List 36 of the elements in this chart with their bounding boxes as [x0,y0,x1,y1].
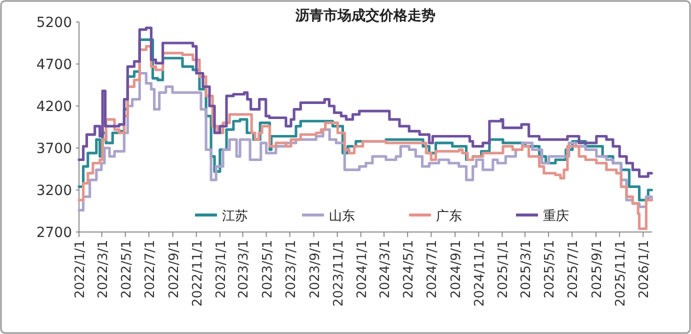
y-tick-label: 4200 [36,99,72,115]
x-tick-label: 2023/1/1 [214,240,229,298]
x-tick-label: 2023/5/1 [260,240,276,298]
x-tick-label: 2022/7/1 [142,240,158,298]
x-tick-label: 2023/11/1 [331,240,346,307]
x-tick-label: 2022/11/1 [190,240,206,307]
legend-label: 广东 [436,209,462,224]
x-tick-label: 2024/3/1 [378,240,394,298]
x-tick-label: 2025/11/1 [614,240,629,307]
x-tick-label: 2025/9/1 [590,240,606,298]
x-tick-label: 2023/9/1 [308,240,323,298]
x-tick-label: 2022/9/1 [166,240,182,298]
y-tick-label: 3700 [36,141,72,157]
x-tick-label: 2025/7/1 [566,240,582,298]
legend-label: 山东 [329,209,355,224]
x-tick-label: 2024/1/1 [354,240,370,298]
x-tick-label: 2026/1/1 [637,240,652,298]
x-tick-label: 2022/5/1 [119,240,134,298]
y-tick-label: 5200 [36,15,72,31]
legend-label: 重庆 [543,209,569,224]
x-tick-label: 2022/1/1 [73,240,88,298]
x-tick-label: 2024/5/1 [402,240,417,298]
x-tick-label: 2025/5/1 [542,240,558,298]
chart-title: 沥青市场成交价格走势 [294,7,436,24]
x-tick-label: 2023/7/1 [284,240,299,298]
y-tick-label: 2700 [36,225,72,241]
x-tick-label: 2023/3/1 [236,240,252,298]
x-tick-label: 2022/3/1 [96,240,111,298]
x-tick-label: 2024/7/1 [425,240,440,298]
x-tick-label: 2025/3/1 [518,240,534,298]
y-tick-label: 3200 [36,183,72,199]
y-tick-label: 4700 [36,57,72,73]
x-tick-label: 2024/9/1 [449,240,464,298]
x-tick-label: 2025/1/1 [496,240,512,298]
x-tick-label: 2024/11/1 [472,240,488,307]
legend-label: 江苏 [222,209,248,224]
